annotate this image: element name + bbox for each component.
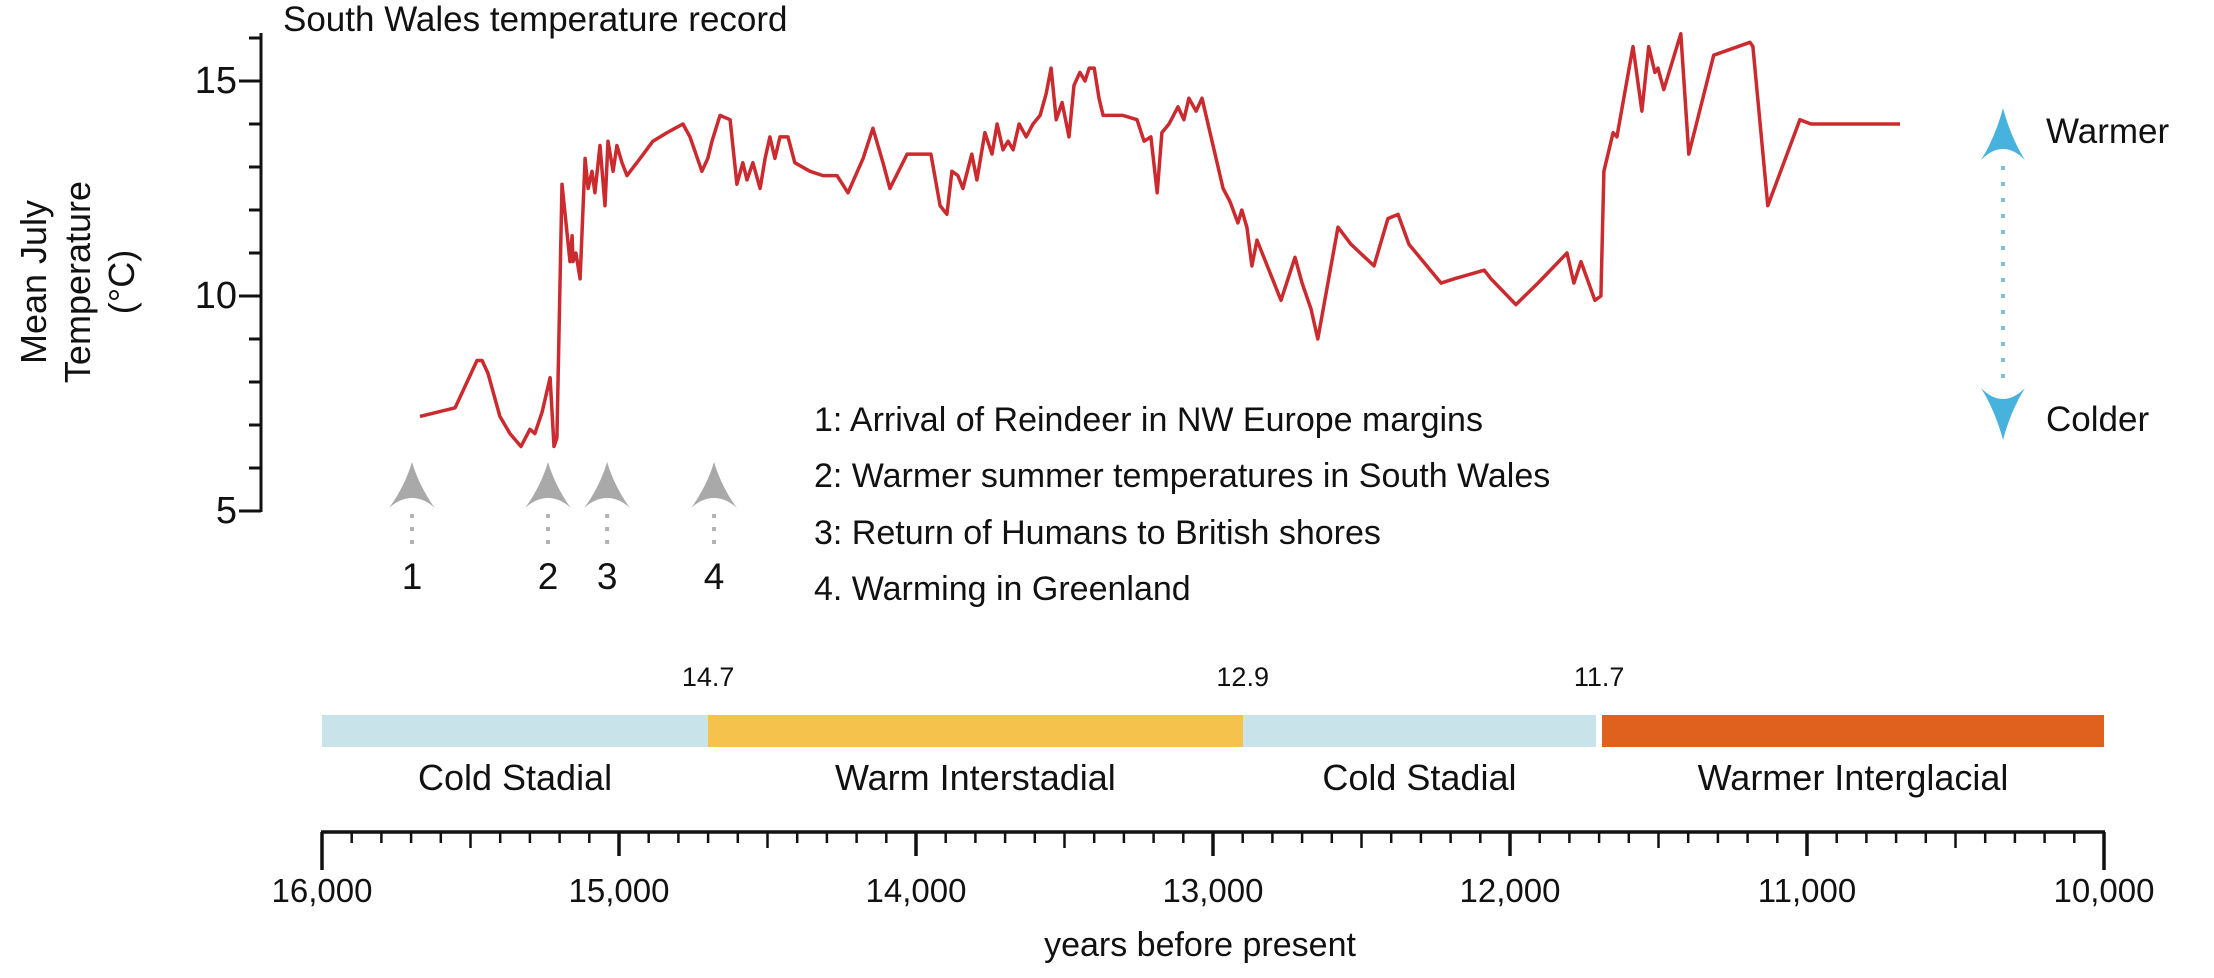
x-tick-label: 16,000 — [271, 872, 373, 909]
y-tick-label: 15 — [194, 60, 237, 102]
event-number: 1 — [401, 556, 423, 597]
event-note: 4. Warming in Greenland — [814, 570, 1191, 608]
warmer-label: Warmer — [2046, 112, 2170, 151]
timeline-zone-label: Cold Stadial — [1322, 757, 1517, 798]
x-tick-label: 13,000 — [1162, 872, 1264, 909]
event-number: 4 — [703, 556, 725, 597]
event-arrow-icon — [525, 462, 572, 508]
x-tick-label: 10,000 — [2053, 872, 2155, 909]
event-note: 1: Arrival of Reindeer in NW Europe marg… — [814, 401, 1483, 439]
timeline-segment — [708, 715, 1243, 747]
temperature-line — [419, 31, 1900, 449]
chart-title: South Wales temperature record — [283, 0, 788, 39]
colder-arrow-icon — [1981, 388, 2025, 440]
event-arrow-icon — [388, 462, 435, 508]
timeline-zone-label: Warmer Interglacial — [1697, 757, 2009, 798]
y-tick-label: 10 — [194, 275, 237, 317]
warmer-arrow-icon — [1981, 108, 2025, 160]
timeline-boundary-value: 14.7 — [681, 662, 735, 692]
event-note: 3: Return of Humans to British shores — [814, 514, 1381, 552]
event-arrow-icon — [584, 462, 631, 508]
timeline-segment — [1242, 715, 1597, 747]
timeline-zone-label: Cold Stadial — [417, 757, 613, 798]
y-axis-title-line: Mean July — [13, 199, 54, 365]
event-number: 3 — [596, 556, 618, 597]
timeline-segment — [322, 715, 709, 747]
event-arrow-icon — [691, 462, 738, 508]
event-note: 2: Warmer summer temperatures in South W… — [814, 457, 1551, 495]
timeline-segment — [1602, 715, 2104, 747]
timeline-zone-label: Warm Interstadial — [835, 757, 1116, 798]
event-number: 2 — [537, 556, 559, 597]
y-axis-title-line: (°C) — [101, 249, 142, 315]
x-tick-label: 12,000 — [1459, 872, 1561, 909]
colder-label: Colder — [2046, 400, 2150, 439]
x-tick-label: 11,000 — [1757, 872, 1857, 909]
x-tick-label: 15,000 — [568, 872, 670, 909]
y-axis-title-line: Temperature — [57, 180, 98, 384]
x-tick-label: 14,000 — [865, 872, 967, 909]
y-tick-label: 5 — [215, 490, 237, 532]
timeline-boundary-value: 11.7 — [1573, 662, 1625, 692]
timeline-boundary-value: 12.9 — [1216, 662, 1269, 692]
y-axis-title: Mean July Temperature (°C) — [12, 152, 152, 412]
x-axis-title: years before present — [1044, 926, 1356, 964]
